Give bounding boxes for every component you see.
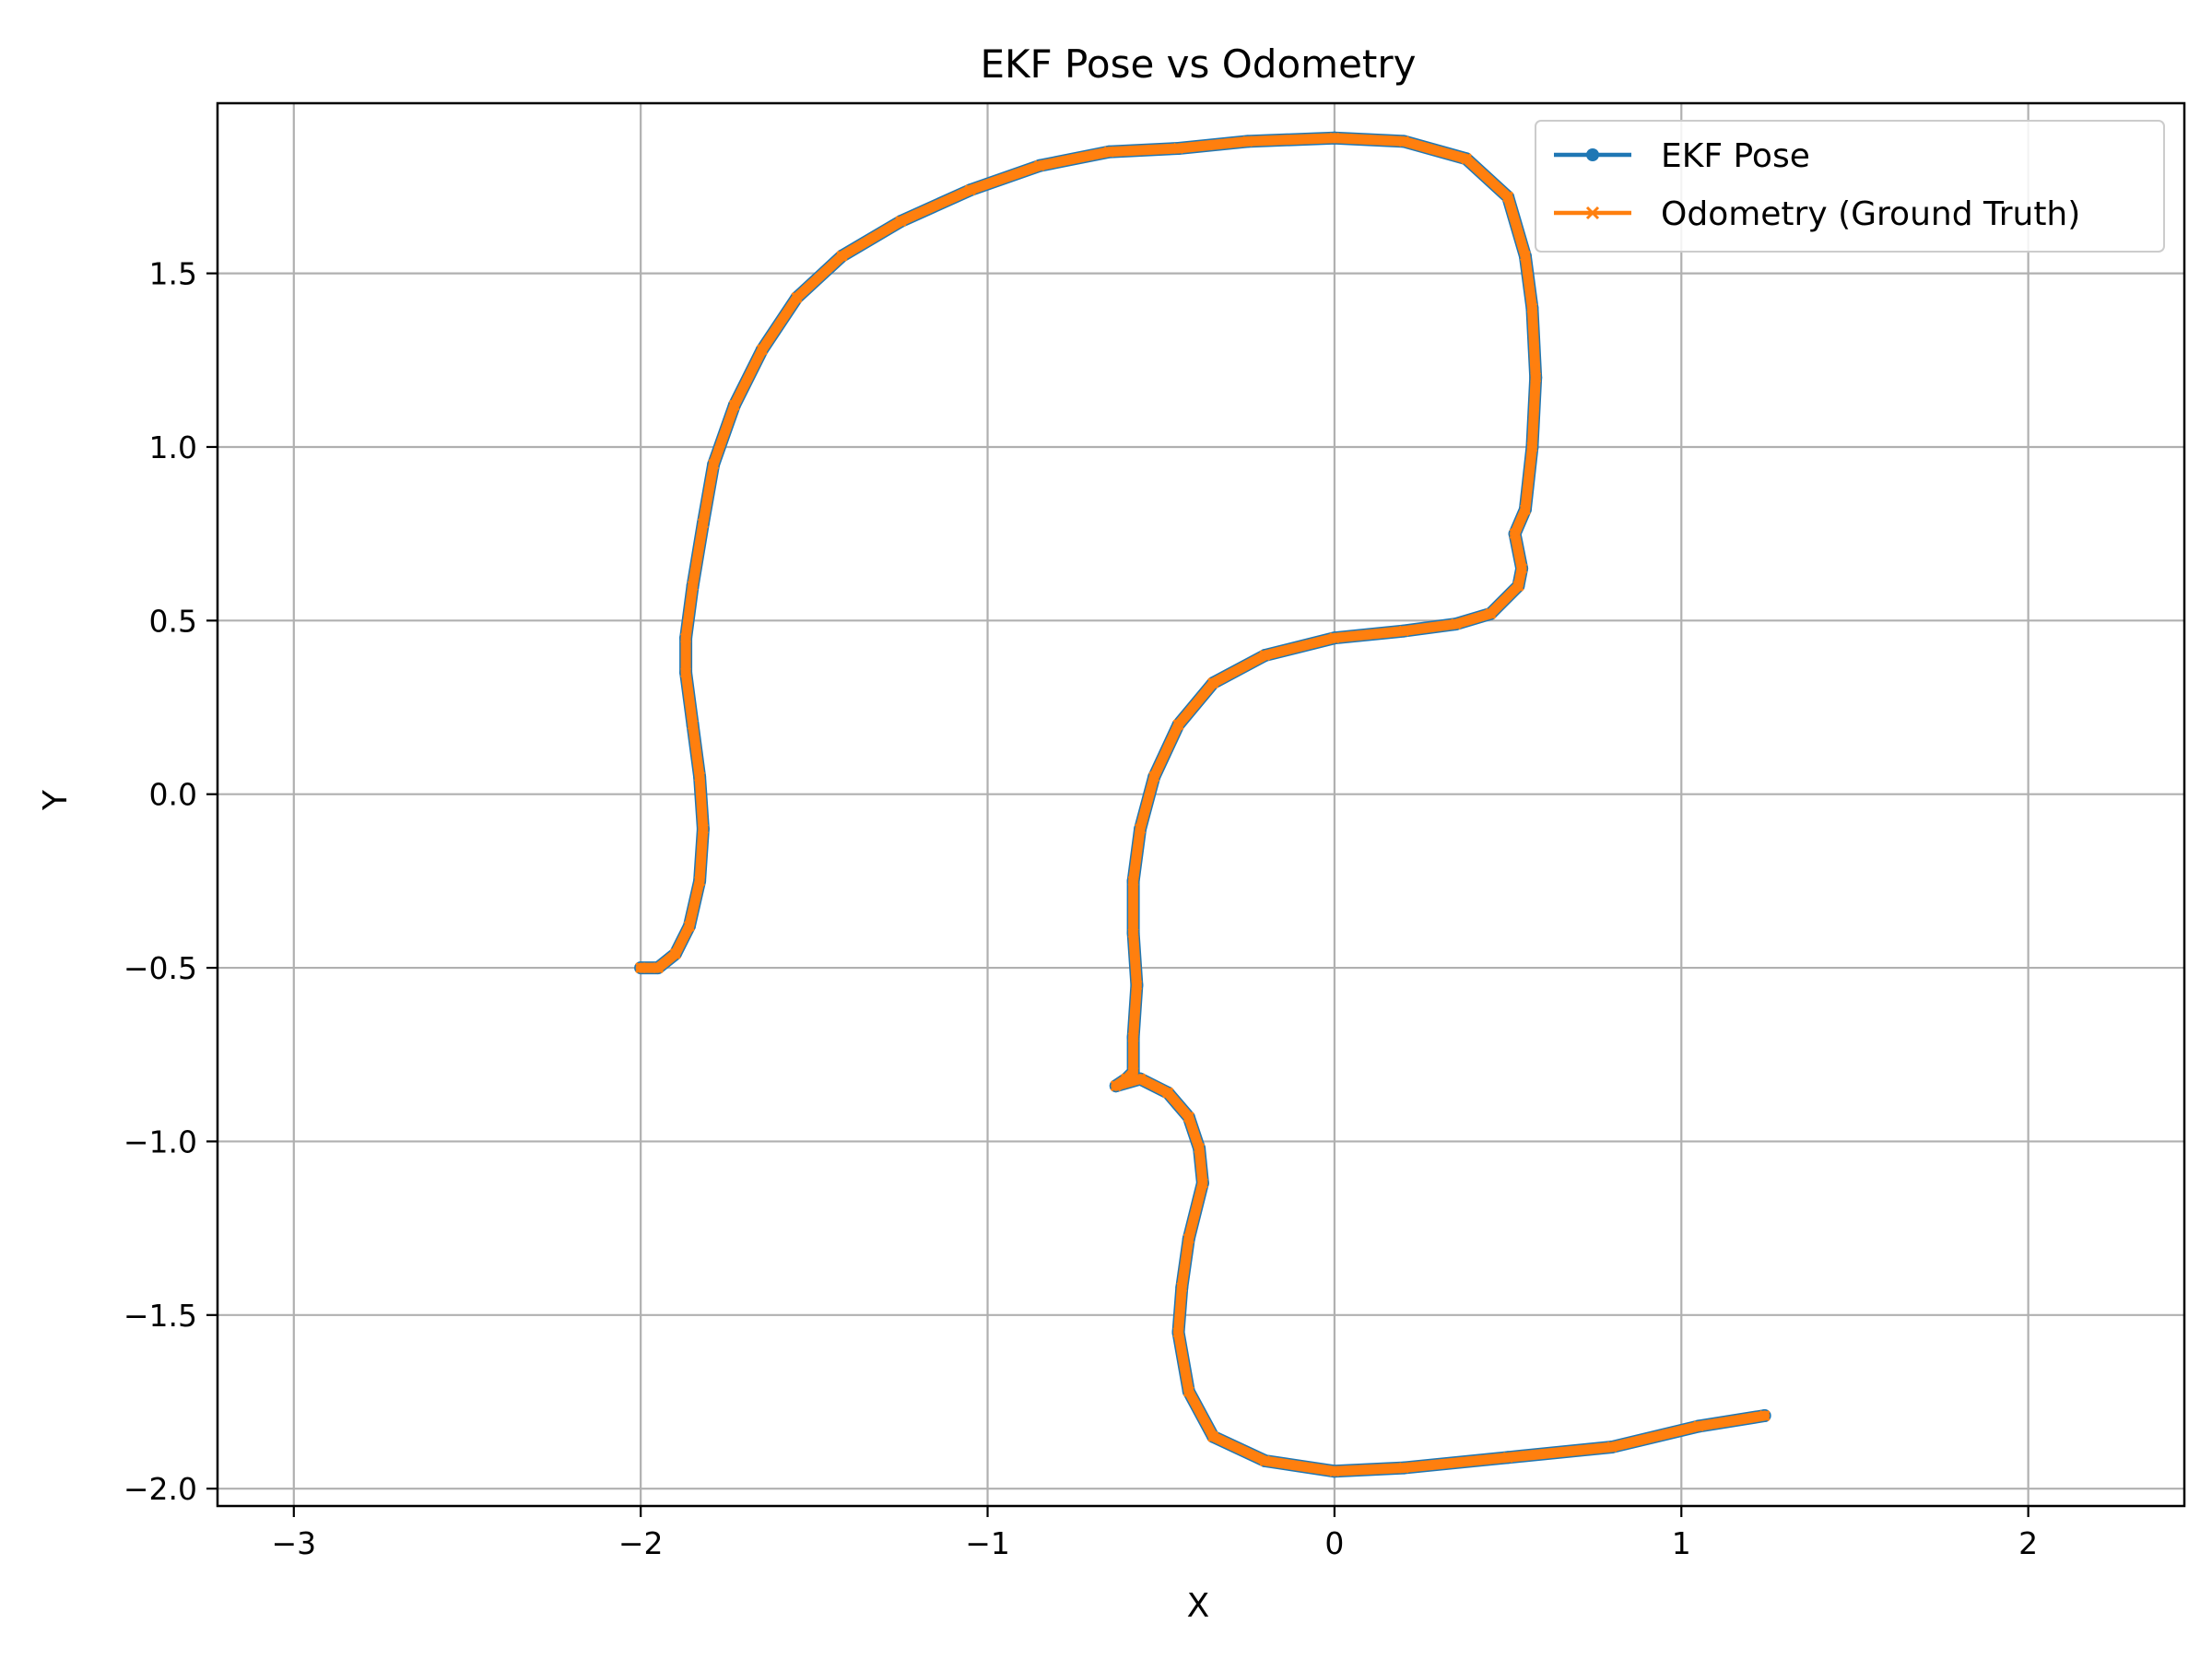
x-tick-label: 1	[1672, 1525, 1691, 1561]
data-point-odometry	[836, 250, 848, 262]
series-line-odometry	[635, 133, 1771, 1477]
data-point-odometry	[687, 580, 699, 592]
data-point-odometry	[1460, 153, 1472, 165]
y-tick-label: −0.5	[124, 950, 197, 986]
x-tick-label: −1	[965, 1525, 1010, 1561]
y-tick-label: −1.5	[124, 1298, 197, 1334]
legend-label-ekf-pose: EKF Pose	[1661, 137, 1810, 175]
data-point-odometry	[708, 458, 720, 470]
data-point-odometry	[669, 947, 681, 960]
data-point-odometry	[728, 399, 740, 411]
data-point-odometry	[1526, 302, 1538, 314]
data-point-odometry	[1259, 1454, 1271, 1467]
data-point-odometry	[1328, 1465, 1340, 1477]
data-point-odometry	[687, 719, 699, 731]
data-point-odometry	[1530, 371, 1542, 383]
data-point-odometry	[1398, 1462, 1410, 1474]
y-tick-label: 1.5	[149, 256, 197, 292]
chart-title: EKF Pose vs Odometry	[980, 41, 1416, 87]
data-point-odometry	[1172, 142, 1184, 155]
y-tick-label: −1.0	[124, 1124, 197, 1159]
data-point-odometry	[1182, 1385, 1194, 1397]
data-point-odometry	[1121, 1073, 1133, 1085]
data-point-odometry	[694, 875, 706, 887]
legend-box	[1535, 120, 2165, 253]
data-point-odometry	[1176, 1281, 1188, 1293]
x-axis-label: X	[1187, 1587, 1210, 1625]
data-point-odometry	[1182, 1232, 1194, 1244]
data-point-odometry	[1693, 1420, 1705, 1432]
x-tick-label: −3	[271, 1525, 316, 1561]
data-point-odometry	[791, 291, 803, 304]
data-point-odometry	[697, 517, 709, 529]
data-point-odometry	[1033, 159, 1046, 171]
y-axis-label: Y	[37, 789, 75, 811]
data-point-odometry	[1606, 1441, 1618, 1453]
data-point-odometry	[1207, 1430, 1219, 1442]
data-point-odometry	[1194, 1142, 1206, 1155]
data-point-odometry	[1110, 1080, 1122, 1092]
data-point-odometry	[1450, 618, 1462, 630]
data-point-odometry	[1512, 580, 1524, 592]
data-point-odometry	[680, 666, 692, 678]
legend-marker-ekf-pose	[1586, 148, 1599, 161]
data-point-odometry	[1259, 649, 1271, 662]
data-point-odometry	[1182, 1111, 1194, 1124]
y-tick-label: 1.0	[149, 429, 197, 465]
data-point-odometry	[683, 920, 695, 932]
data-point-odometry	[1131, 979, 1143, 991]
grid	[218, 103, 2184, 1506]
legend-marker-odometry	[1585, 206, 1600, 220]
data-point-odometry	[697, 823, 709, 835]
data-point-odometry	[1127, 875, 1139, 887]
data-point-odometry	[1103, 146, 1115, 158]
data-point-odometry	[1135, 1073, 1147, 1085]
data-point-odometry	[1241, 135, 1253, 147]
data-point-odometry	[1759, 1409, 1771, 1422]
plot-series	[634, 131, 1771, 1478]
data-point-odometry	[1172, 1326, 1184, 1338]
plot-frame	[216, 101, 2186, 1508]
data-point-odometry	[1127, 927, 1139, 939]
data-point-odometry	[635, 961, 647, 974]
data-point-odometry	[756, 344, 768, 356]
y-tick-label: 0.0	[149, 777, 197, 813]
data-point-odometry	[1207, 677, 1219, 689]
y-tick-label: 0.5	[149, 603, 197, 639]
data-point-odometry	[1516, 562, 1528, 574]
data-point-odometry	[1519, 250, 1531, 262]
data-point-odometry	[895, 216, 907, 228]
data-point-odometry	[964, 184, 976, 196]
legend-label-odometry: Odometry (Ground Truth)	[1661, 195, 2080, 233]
data-point-odometry	[1398, 135, 1410, 147]
data-point-odometry	[680, 632, 692, 644]
data-point-odometry	[1328, 632, 1340, 644]
data-point-odometry	[694, 771, 706, 782]
data-point-odometry	[652, 961, 665, 974]
x-tick-label: 2	[2018, 1525, 2038, 1561]
data-point-odometry	[1148, 771, 1160, 782]
data-point-odometry	[1196, 1177, 1208, 1189]
data-point-odometry	[1509, 528, 1521, 540]
data-point-odometry	[1172, 719, 1184, 731]
data-point-odometry	[1127, 1031, 1139, 1043]
data-point-odometry	[1502, 1452, 1514, 1464]
data-point-odometry	[1328, 132, 1340, 144]
x-tick-label: 0	[1324, 1525, 1344, 1561]
y-tick-label: −2.0	[124, 1471, 197, 1507]
data-point-odometry	[1485, 607, 1497, 619]
x-tick-label: −2	[618, 1525, 664, 1561]
data-point-odometry	[1398, 625, 1410, 637]
legend: EKF Pose Odometry (Ground Truth)	[1535, 120, 2165, 253]
data-point-odometry	[1135, 823, 1147, 835]
data-point-odometry	[1162, 1087, 1174, 1099]
axis-ticks: −3 −2 −1 0 1 2 −2.0 −1.5 −1.0 −0.5 0.0 0.5 1.0 1.5	[124, 256, 2038, 1561]
data-point-odometry	[1519, 503, 1531, 515]
data-point-odometry	[1526, 441, 1538, 453]
data-point-odometry	[1502, 191, 1514, 203]
